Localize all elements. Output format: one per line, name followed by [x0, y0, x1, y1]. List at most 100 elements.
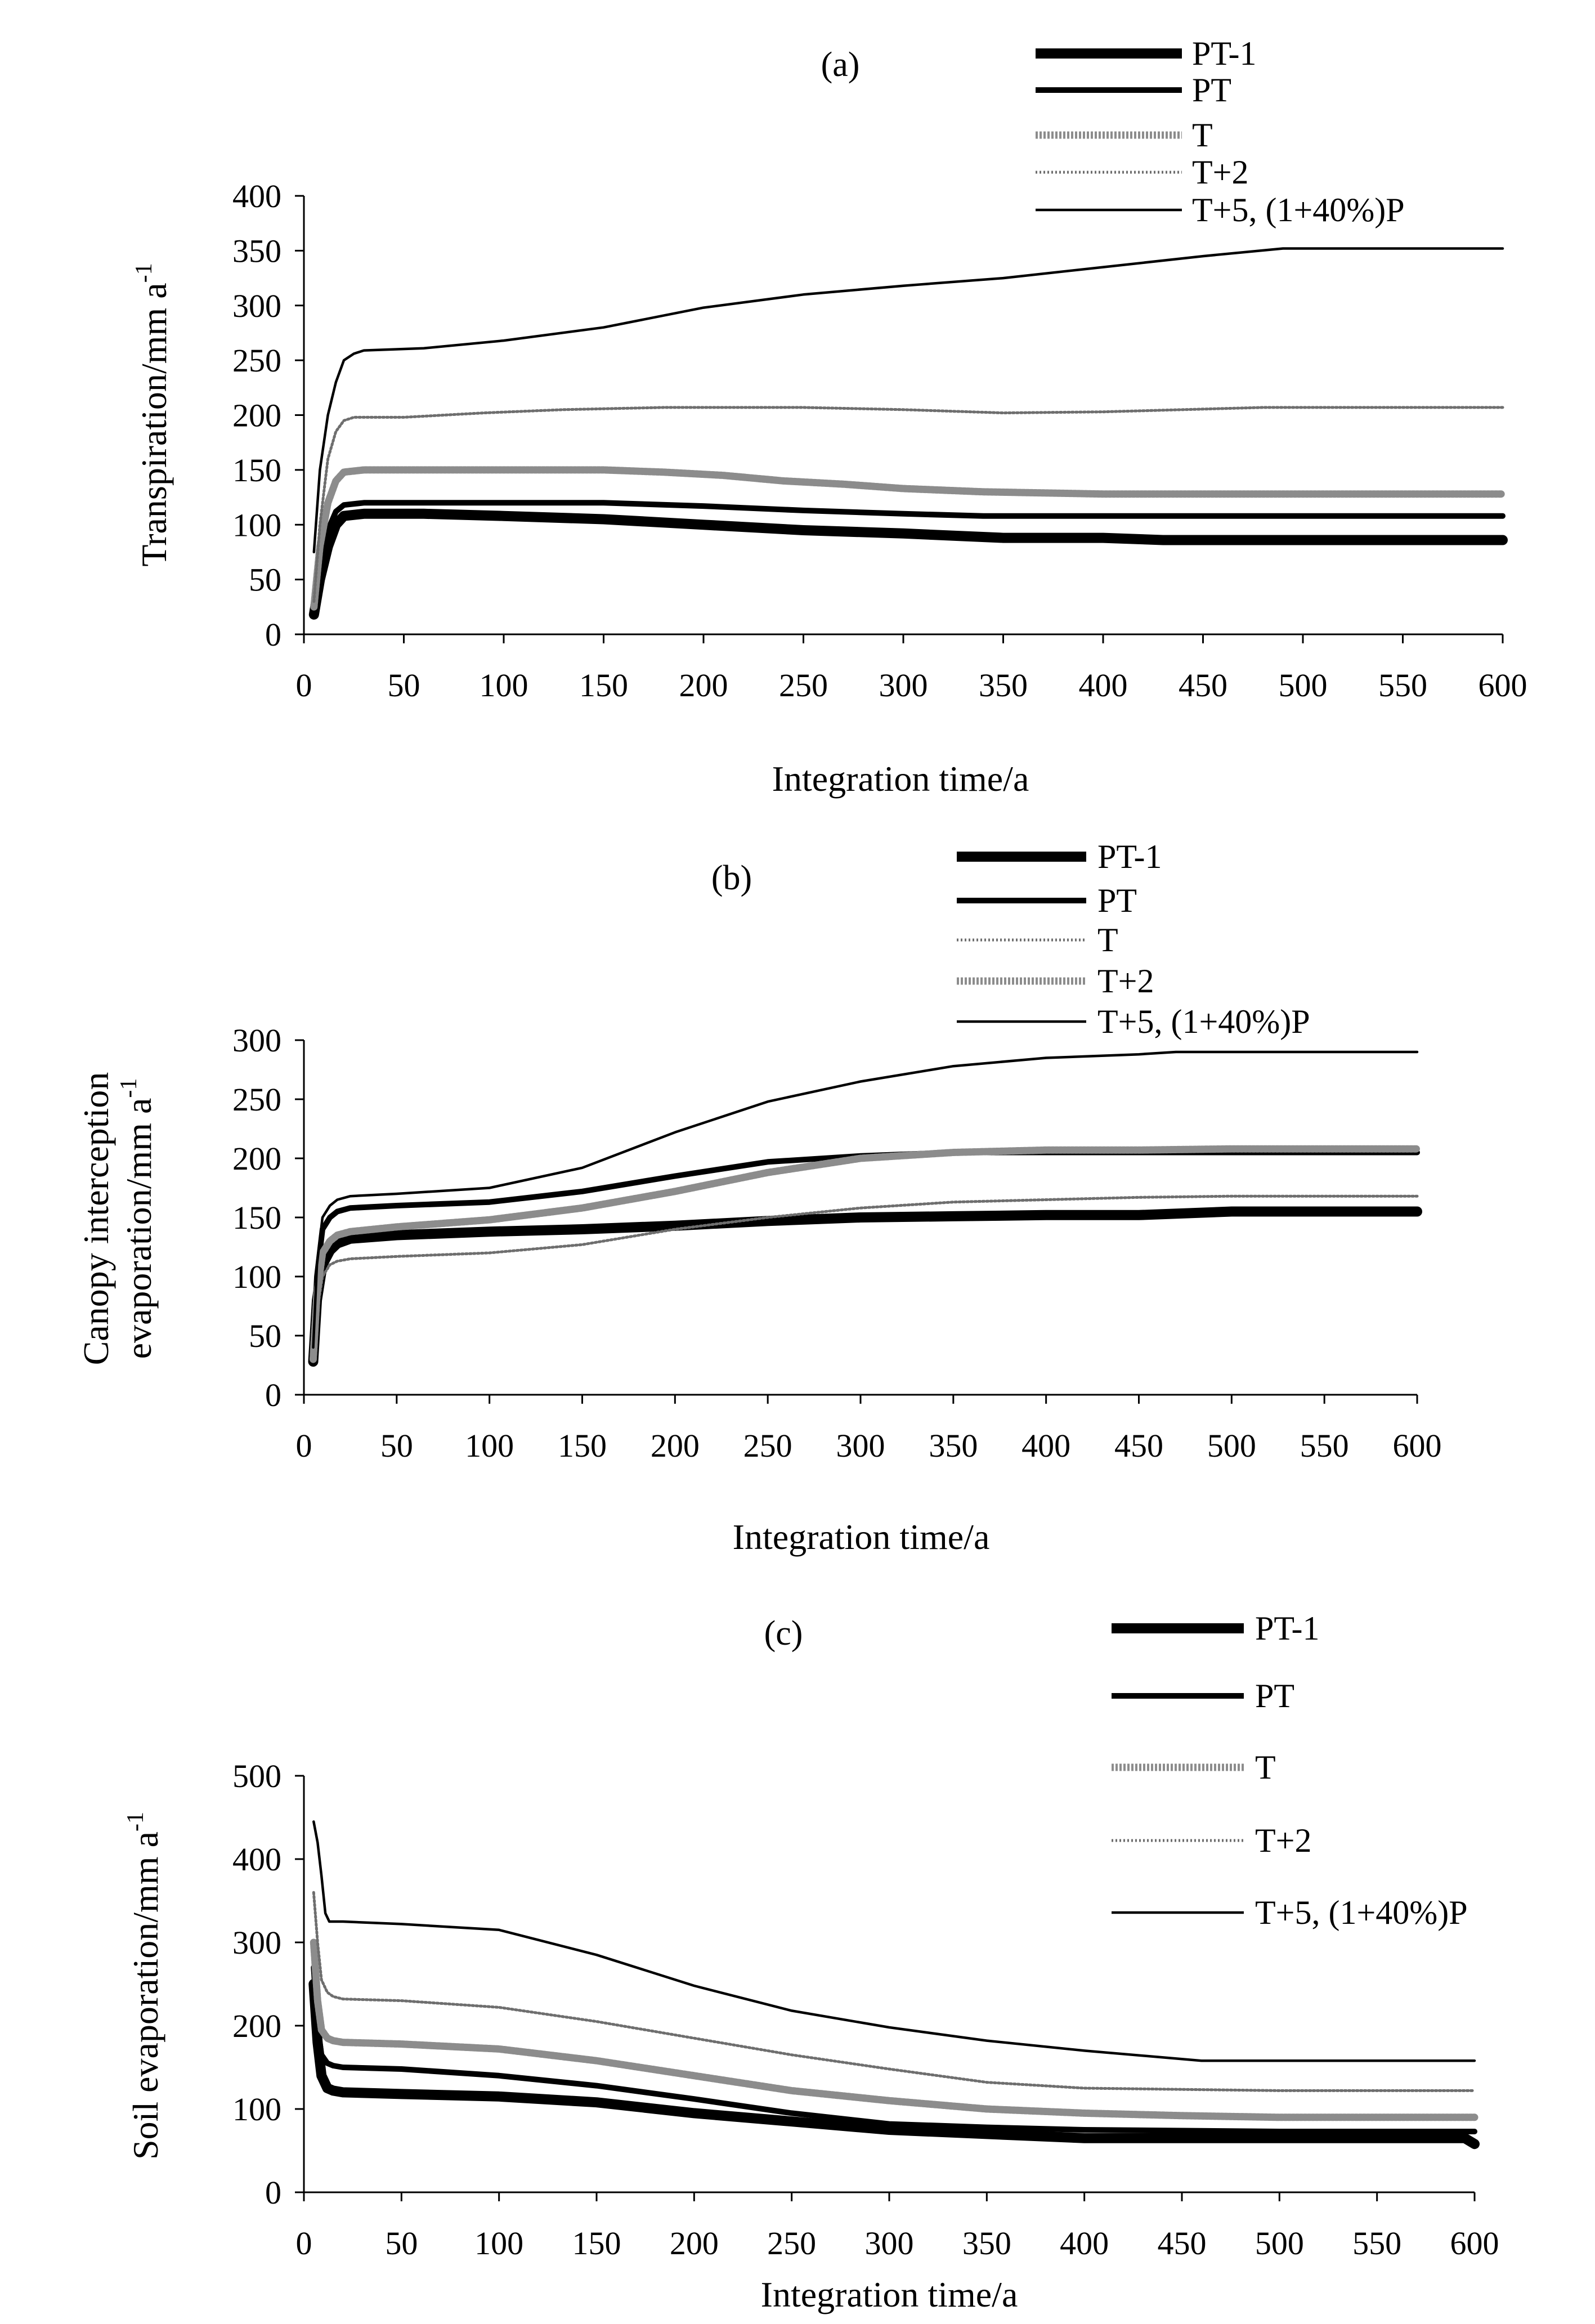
x-tick-label: 400	[1079, 667, 1128, 704]
x-tick-label: 500	[1207, 1427, 1256, 1464]
x-tick-label: 350	[929, 1427, 978, 1464]
x-tick-label: 600	[1478, 667, 1527, 704]
chart-b: (b) 0 50 100 150 200 250 300 0 50 100 150 200 250 300 3…	[76, 838, 1442, 1557]
x-tick-label: 100	[465, 1427, 514, 1464]
legend-label: T+5, (1+40%)P	[1097, 1003, 1310, 1040]
x-tick-label: 550	[1352, 2225, 1401, 2262]
y-axis-title-sup: -1	[116, 1078, 142, 1098]
y-tick-label: 200	[232, 2008, 281, 2044]
x-tick-label: 50	[388, 667, 420, 704]
y-tick-label: 250	[232, 342, 281, 379]
series-line-pt-1	[308, 508, 1508, 620]
y-tick-label: 100	[232, 1259, 281, 1295]
y-axis-title-main: evaporation/mm a	[119, 1098, 159, 1359]
x-tick-label: 200	[651, 1427, 700, 1464]
series-line-pt	[311, 500, 1506, 615]
x-tick-label: 50	[380, 1427, 413, 1464]
y-axis-title-sup: -1	[131, 263, 157, 283]
x-tick-label: 250	[779, 667, 828, 704]
x-tick-label: 50	[385, 2225, 418, 2262]
series-line-pt	[311, 1964, 1477, 2134]
chart-a: (a) 0 50 100 150 200 250 300 350 400 0 50 100 150 200 2…	[131, 35, 1527, 799]
x-tick-label: 400	[1060, 2225, 1109, 2262]
y-tick-label: 200	[232, 397, 281, 434]
legend-label: PT-1	[1097, 838, 1162, 875]
legend-label: T+2	[1192, 154, 1249, 191]
panel-label: (a)	[821, 46, 860, 84]
y-tick-label: 250	[232, 1081, 281, 1118]
x-tick-label: 0	[296, 667, 312, 704]
y-tick-label: 400	[232, 178, 281, 214]
x-tick-label: 400	[1021, 1427, 1070, 1464]
x-tick-label: 250	[767, 2225, 816, 2262]
y-tick-label: 300	[232, 1022, 281, 1059]
x-tick-label: 300	[865, 2225, 914, 2262]
legend-label: T+5, (1+40%)P	[1192, 191, 1405, 229]
panel-label: (c)	[764, 1614, 803, 1653]
legend-label: PT	[1255, 1677, 1294, 1714]
y-tick-label: 400	[232, 1841, 281, 1878]
x-tick-label: 300	[836, 1427, 885, 1464]
x-tick-label: 100	[474, 2225, 523, 2262]
x-tick-label: 200	[679, 667, 728, 704]
legend-label: T	[1192, 117, 1213, 154]
legend-label: PT	[1192, 71, 1231, 109]
y-axis-title: Soil evaporation/mm a-1	[123, 1812, 165, 2160]
legend-label: T+2	[1255, 1822, 1312, 1859]
x-axis-title: Integration time/a	[772, 759, 1029, 799]
legend-label: PT	[1097, 882, 1137, 919]
x-tick-label: 500	[1255, 2225, 1304, 2262]
y-tick-label: 500	[232, 1758, 281, 1794]
series-line-t-2	[312, 406, 1504, 603]
x-tick-label: 100	[480, 667, 528, 704]
series-line-t-2	[312, 1891, 1476, 2092]
series-line-t	[312, 1194, 1419, 1363]
legend-label: T	[1255, 1749, 1276, 1786]
x-tick-label: 250	[743, 1427, 792, 1464]
y-tick-label: 100	[232, 2091, 281, 2128]
series-line-t	[310, 466, 1507, 611]
y-tick-label: 150	[232, 1199, 281, 1236]
y-axis-title-line1: Canopy interception	[76, 1072, 116, 1365]
y-tick-label: 50	[249, 562, 281, 598]
chart-c: (c) 0 100 200 300 400 500 0 50 100 150 200 250 300 350…	[123, 1610, 1499, 2314]
x-tick-label: 600	[1450, 2225, 1499, 2262]
legend-label: T+5, (1+40%)P	[1255, 1894, 1468, 1931]
y-tick-label: 50	[249, 1318, 281, 1354]
series-line-pt-1	[308, 1979, 1480, 2150]
x-tick-label: 150	[572, 2225, 621, 2262]
y-axis-title-main: Soil evaporation/mm a	[126, 1832, 165, 2160]
y-tick-label: 0	[265, 616, 281, 653]
y-tick-label: 100	[232, 507, 281, 543]
y-tick-label: 0	[265, 2174, 281, 2211]
series-line-t-5-1-40-p	[312, 1050, 1419, 1349]
legend-label: PT-1	[1192, 35, 1257, 72]
series-line-pt-1	[308, 1206, 1422, 1367]
y-axis-title-line2: evaporation/mm a-1	[116, 1078, 159, 1359]
legend-label: T	[1097, 921, 1118, 959]
series-line-t	[310, 1938, 1478, 2121]
x-tick-label: 350	[979, 667, 1028, 704]
x-tick-label: 450	[1158, 2225, 1207, 2262]
legend-label: T+2	[1097, 962, 1154, 1000]
x-tick-label: 500	[1279, 667, 1328, 704]
x-tick-label: 350	[962, 2225, 1011, 2262]
panel-label: (b)	[711, 859, 752, 897]
x-tick-label: 0	[296, 2225, 312, 2262]
x-tick-label: 450	[1114, 1427, 1163, 1464]
x-tick-label: 450	[1179, 667, 1227, 704]
y-axis-title: Transpiration/mm a-1	[131, 263, 174, 566]
series-line-t-2	[310, 1145, 1421, 1363]
x-tick-label: 200	[670, 2225, 719, 2262]
x-tick-label: 0	[296, 1427, 312, 1464]
x-tick-label: 600	[1393, 1427, 1442, 1464]
y-tick-label: 150	[232, 452, 281, 489]
legend-label: PT-1	[1255, 1610, 1320, 1647]
y-tick-label: 0	[265, 1377, 281, 1413]
y-tick-label: 200	[232, 1140, 281, 1177]
x-axis-title: Integration time/a	[761, 2274, 1018, 2314]
x-tick-label: 150	[558, 1427, 607, 1464]
x-tick-label: 550	[1378, 667, 1427, 704]
y-tick-label: 300	[232, 1924, 281, 1961]
